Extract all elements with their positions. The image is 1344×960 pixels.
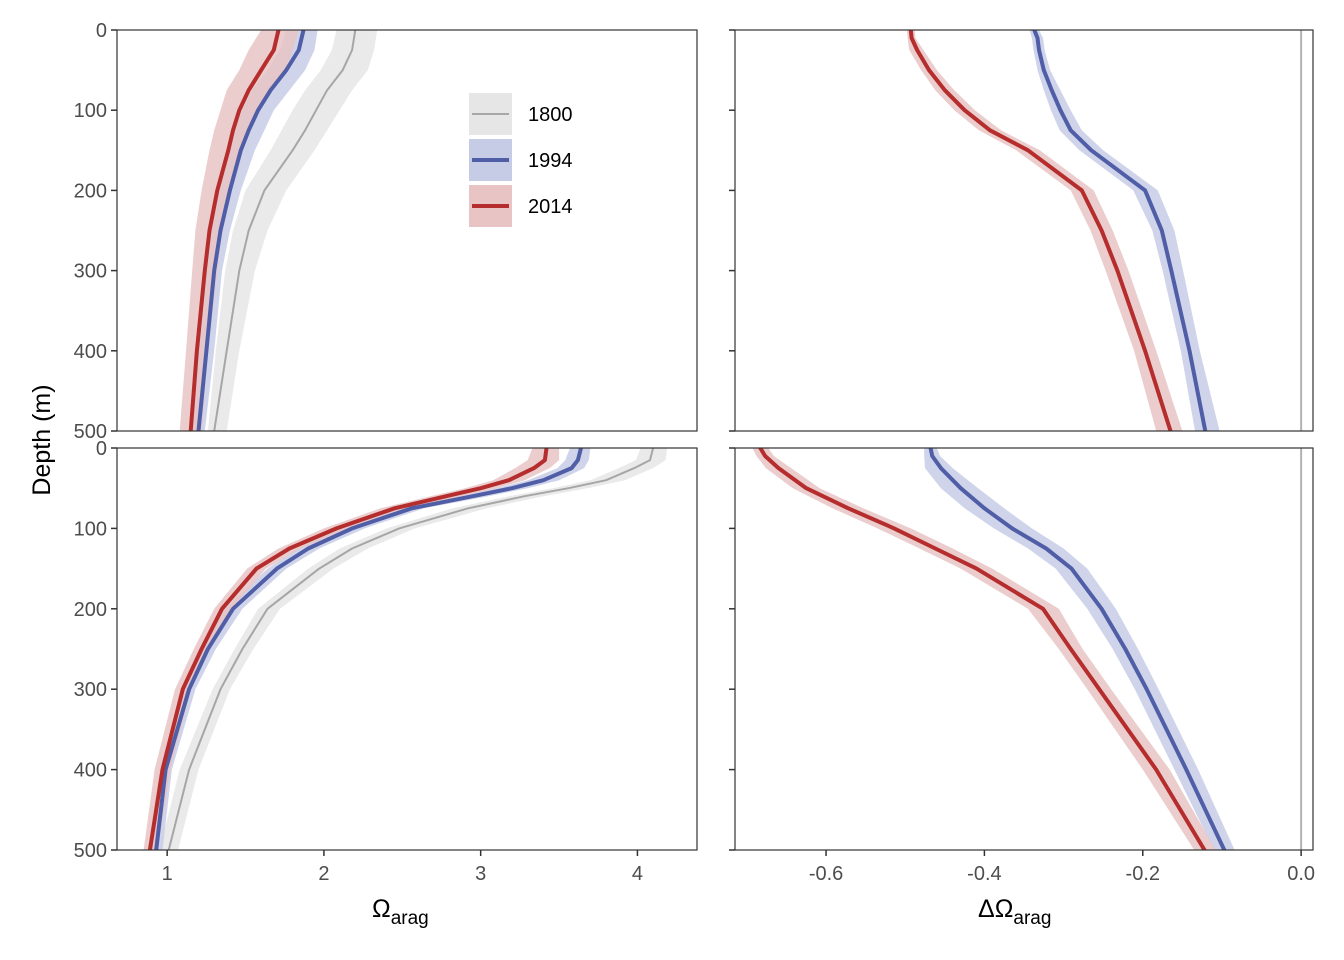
uncertainty-band-1800 bbox=[159, 448, 668, 850]
series-line-2014 bbox=[908, 30, 1173, 431]
legend: 1800 1994 2014 bbox=[469, 93, 573, 227]
y-tick-label: 200 bbox=[74, 599, 107, 621]
legend-item-2014: 2014 bbox=[469, 185, 573, 227]
uncertainty-band-1994 bbox=[1029, 30, 1220, 431]
y-tick-label: 400 bbox=[74, 760, 107, 782]
legend-item-1994: 1994 bbox=[469, 139, 573, 181]
series-line-1994 bbox=[928, 448, 1227, 850]
panel-top-left: 0 100 200 300 400 500 bbox=[74, 20, 698, 443]
panel-top-right bbox=[729, 29, 1314, 432]
uncertainty-band-2014 bbox=[752, 448, 1216, 850]
panel-data bbox=[179, 30, 378, 431]
x-axis-title-left-sub: arag bbox=[391, 908, 429, 929]
panel-data bbox=[906, 30, 1303, 431]
y-tick-label: 100 bbox=[74, 100, 107, 122]
x-axis-title-right: ΔΩarag bbox=[978, 895, 1051, 929]
series-line-1800 bbox=[167, 448, 655, 850]
legend-label: 1800 bbox=[528, 104, 573, 126]
series-line-1994 bbox=[1032, 30, 1208, 431]
x-tick-label: -0.4 bbox=[967, 863, 1001, 885]
x-tick-label: 3 bbox=[475, 863, 486, 885]
y-tick-label: 0 bbox=[96, 20, 107, 42]
legend-label: 1994 bbox=[528, 150, 573, 172]
panel-bottom-left: 0 100 200 300 400 500 1 2 3 4 bbox=[74, 438, 698, 885]
x-axis-title-left-main: Ω bbox=[372, 895, 391, 923]
panel-border bbox=[116, 29, 698, 432]
y-tick-label: 100 bbox=[74, 518, 107, 540]
y-tick-label: 400 bbox=[74, 341, 107, 363]
legend-item-1800: 1800 bbox=[469, 93, 573, 135]
x-tick-label: 4 bbox=[632, 863, 643, 885]
y-axis-title: Depth (m) bbox=[28, 384, 56, 495]
legend-label: 2014 bbox=[528, 196, 573, 218]
y-tick-label: 200 bbox=[74, 180, 107, 202]
series-line-2014 bbox=[758, 448, 1207, 850]
uncertainty-band-2014 bbox=[906, 30, 1183, 431]
y-tick-label: 300 bbox=[74, 261, 107, 283]
y-tick-label: 500 bbox=[74, 840, 107, 862]
x-tick-label: 1 bbox=[162, 863, 173, 885]
panel-border bbox=[734, 447, 1314, 851]
x-tick-label: 2 bbox=[318, 863, 329, 885]
x-tick-label: -0.2 bbox=[1126, 863, 1160, 885]
series-line-1800 bbox=[213, 30, 357, 431]
series-line-2014 bbox=[188, 30, 281, 431]
x-tick-label: -0.6 bbox=[809, 863, 843, 885]
series-line-2014 bbox=[147, 448, 549, 850]
x-axis-title-left: Ωarag bbox=[372, 895, 429, 929]
panel-bottom-right: -0.6 -0.4 -0.2 0.0 bbox=[729, 447, 1315, 885]
panel-background bbox=[735, 448, 1313, 850]
series-line-1994 bbox=[196, 30, 306, 431]
y-tick-label: 500 bbox=[74, 421, 107, 443]
panel-border bbox=[734, 29, 1314, 432]
panel-border bbox=[116, 447, 698, 851]
panel-data bbox=[752, 448, 1303, 850]
x-tick-label: 0.0 bbox=[1287, 863, 1315, 885]
y-tick-label: 300 bbox=[74, 679, 107, 701]
x-axis-title-right-sub: arag bbox=[1013, 908, 1051, 929]
panel-data bbox=[143, 448, 668, 850]
panel-background bbox=[735, 30, 1313, 431]
uncertainty-band-1800 bbox=[207, 30, 378, 431]
x-axis-title-right-main: ΔΩ bbox=[978, 895, 1013, 923]
series-line-1994 bbox=[154, 448, 583, 850]
y-tick-label: 0 bbox=[96, 438, 107, 460]
